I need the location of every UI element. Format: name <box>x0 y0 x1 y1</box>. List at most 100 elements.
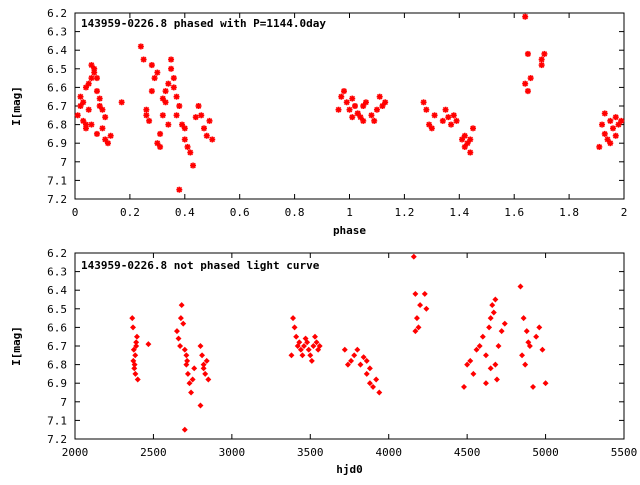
data-point <box>130 357 137 364</box>
unphased-plot-ticks: 2000 2500 3000 3500 4000 4500 5000 5500 6.2 6.3 6.… <box>47 247 637 459</box>
data-point <box>519 352 526 359</box>
data-point <box>297 346 304 353</box>
data-point <box>177 343 184 349</box>
xtick-label: 1.6 <box>504 206 524 219</box>
data-point <box>143 112 150 119</box>
data-point <box>162 99 169 106</box>
data-point <box>423 106 430 113</box>
data-point <box>151 75 158 82</box>
data-point <box>493 376 500 383</box>
data-point <box>530 383 536 390</box>
data-point <box>525 339 532 346</box>
data-point <box>296 339 303 346</box>
data-point <box>168 56 175 63</box>
data-point <box>473 346 480 353</box>
data-point <box>354 110 361 117</box>
data-point <box>102 114 109 121</box>
data-point <box>428 125 435 132</box>
ytick-label: 6.5 <box>47 303 67 316</box>
data-point <box>490 309 497 316</box>
data-point <box>85 80 92 87</box>
data-point <box>146 117 153 124</box>
data-point <box>308 357 315 364</box>
ytick-label: 7.2 <box>47 193 67 206</box>
data-point <box>351 103 358 109</box>
data-point <box>348 357 355 364</box>
data-point <box>442 106 449 113</box>
data-point <box>412 290 419 297</box>
data-point <box>192 114 199 121</box>
data-point <box>467 357 474 364</box>
data-point <box>527 75 534 82</box>
data-point <box>412 328 419 335</box>
data-point <box>524 50 531 57</box>
data-point <box>130 346 137 353</box>
data-point <box>201 125 208 132</box>
phased-plot-points <box>74 13 625 193</box>
data-point <box>453 117 460 124</box>
data-point <box>312 333 318 340</box>
data-point <box>486 324 493 331</box>
data-point <box>157 143 164 150</box>
data-point <box>198 112 205 119</box>
data-point <box>82 84 89 91</box>
data-point <box>175 335 182 342</box>
ytick-label: 6.6 <box>47 321 67 334</box>
data-point <box>607 117 614 124</box>
ytick-label: 7 <box>60 396 67 409</box>
data-point <box>542 380 549 387</box>
ytick-label: 6.8 <box>47 359 67 372</box>
xtick-label: 3500 <box>297 446 324 459</box>
data-point <box>132 370 139 377</box>
data-point <box>338 93 345 100</box>
data-point <box>421 290 428 297</box>
data-point <box>415 324 422 331</box>
data-point <box>143 106 150 113</box>
data-point <box>181 136 188 143</box>
data-point <box>133 333 140 340</box>
data-point <box>178 302 185 309</box>
data-point <box>492 361 499 368</box>
data-point <box>349 114 356 121</box>
data-point <box>370 383 376 390</box>
phased-light-curve-panel: 0 0.2 0.4 0.6 0.8 1 1.2 1.4 1.6 1.8 2 6.2 6.3 6.4 6.5 6… <box>10 7 627 237</box>
data-point <box>170 84 177 91</box>
data-point <box>536 324 543 331</box>
data-point <box>524 88 531 95</box>
data-point <box>517 283 524 290</box>
data-point <box>197 343 204 349</box>
xtick-label: 5500 <box>611 446 638 459</box>
data-point <box>501 320 508 327</box>
data-point <box>522 80 529 87</box>
data-point <box>301 343 307 349</box>
data-point <box>439 117 446 124</box>
data-point <box>448 121 455 128</box>
data-point <box>538 56 545 63</box>
xtick-label: 0.8 <box>285 206 305 219</box>
ytick-label: 6.2 <box>47 7 67 20</box>
data-point <box>133 339 140 346</box>
xtick-label: 0.2 <box>120 206 140 219</box>
data-point <box>191 365 198 372</box>
xtick-label: 0.6 <box>230 206 250 219</box>
data-point <box>140 56 147 63</box>
data-point <box>354 346 361 353</box>
data-point <box>188 389 195 396</box>
data-point <box>93 75 100 82</box>
data-point <box>520 315 527 322</box>
data-point <box>483 352 489 359</box>
data-point <box>373 106 380 113</box>
data-point <box>199 352 206 359</box>
data-point <box>177 315 184 322</box>
data-point <box>341 346 348 353</box>
ytick-label: 7.2 <box>47 433 67 446</box>
data-point <box>148 88 155 95</box>
data-point <box>305 346 312 353</box>
data-point <box>195 103 202 109</box>
data-point <box>483 380 489 387</box>
data-point <box>357 361 364 368</box>
data-point <box>202 370 209 377</box>
data-point <box>366 380 373 387</box>
xtick-label: 3000 <box>219 446 246 459</box>
